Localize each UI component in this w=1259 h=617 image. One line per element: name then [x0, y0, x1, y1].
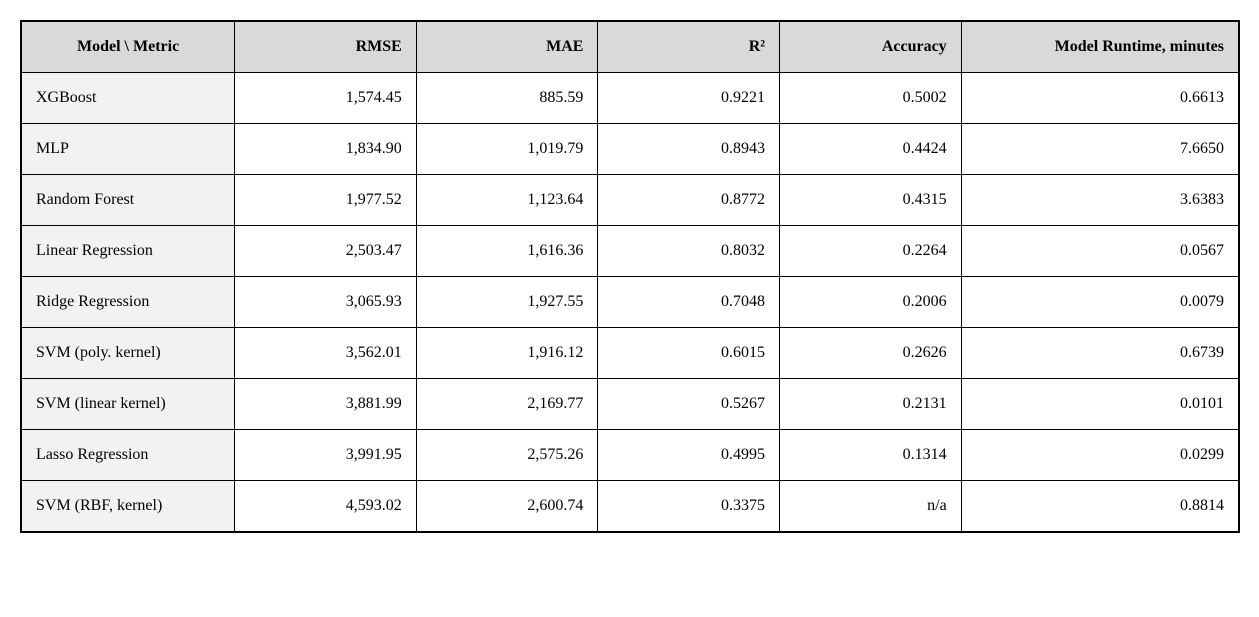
cell-runtime: 0.0101 — [961, 379, 1239, 430]
cell-mae: 885.59 — [416, 73, 598, 124]
header-row: Model \ Metric RMSE MAE R² Accuracy Mode… — [21, 21, 1239, 73]
metrics-table: Model \ Metric RMSE MAE R² Accuracy Mode… — [20, 20, 1240, 533]
cell-rmse: 1,574.45 — [235, 73, 417, 124]
cell-mae: 1,616.36 — [416, 226, 598, 277]
header-r2: R² — [598, 21, 780, 73]
cell-mae: 1,916.12 — [416, 328, 598, 379]
cell-runtime: 7.6650 — [961, 124, 1239, 175]
cell-accuracy: 0.5002 — [780, 73, 962, 124]
header-model: Model \ Metric — [21, 21, 235, 73]
cell-rmse: 2,503.47 — [235, 226, 417, 277]
cell-rmse: 1,977.52 — [235, 175, 417, 226]
cell-rmse: 3,881.99 — [235, 379, 417, 430]
table-row: Random Forest 1,977.52 1,123.64 0.8772 0… — [21, 175, 1239, 226]
cell-r2: 0.4995 — [598, 430, 780, 481]
header-runtime: Model Runtime, minutes — [961, 21, 1239, 73]
cell-accuracy: 0.4424 — [780, 124, 962, 175]
table-row: SVM (RBF, kernel) 4,593.02 2,600.74 0.33… — [21, 481, 1239, 533]
cell-accuracy: n/a — [780, 481, 962, 533]
cell-model: Random Forest — [21, 175, 235, 226]
cell-accuracy: 0.4315 — [780, 175, 962, 226]
cell-mae: 2,169.77 — [416, 379, 598, 430]
cell-runtime: 0.8814 — [961, 481, 1239, 533]
cell-accuracy: 0.2264 — [780, 226, 962, 277]
table-row: SVM (linear kernel) 3,881.99 2,169.77 0.… — [21, 379, 1239, 430]
cell-r2: 0.8772 — [598, 175, 780, 226]
cell-accuracy: 0.2626 — [780, 328, 962, 379]
table-row: Lasso Regression 3,991.95 2,575.26 0.499… — [21, 430, 1239, 481]
header-rmse: RMSE — [235, 21, 417, 73]
cell-rmse: 1,834.90 — [235, 124, 417, 175]
cell-r2: 0.5267 — [598, 379, 780, 430]
cell-r2: 0.7048 — [598, 277, 780, 328]
cell-runtime: 0.0079 — [961, 277, 1239, 328]
cell-r2: 0.6015 — [598, 328, 780, 379]
cell-mae: 2,575.26 — [416, 430, 598, 481]
header-mae: MAE — [416, 21, 598, 73]
cell-accuracy: 0.2131 — [780, 379, 962, 430]
cell-model: Lasso Regression — [21, 430, 235, 481]
cell-r2: 0.9221 — [598, 73, 780, 124]
cell-model: XGBoost — [21, 73, 235, 124]
cell-r2: 0.8032 — [598, 226, 780, 277]
cell-mae: 2,600.74 — [416, 481, 598, 533]
cell-runtime: 0.0567 — [961, 226, 1239, 277]
cell-accuracy: 0.1314 — [780, 430, 962, 481]
cell-accuracy: 0.2006 — [780, 277, 962, 328]
cell-model: Linear Regression — [21, 226, 235, 277]
table-row: SVM (poly. kernel) 3,562.01 1,916.12 0.6… — [21, 328, 1239, 379]
cell-mae: 1,927.55 — [416, 277, 598, 328]
cell-model: SVM (RBF, kernel) — [21, 481, 235, 533]
table-body: XGBoost 1,574.45 885.59 0.9221 0.5002 0.… — [21, 73, 1239, 533]
cell-rmse: 4,593.02 — [235, 481, 417, 533]
cell-model: SVM (poly. kernel) — [21, 328, 235, 379]
cell-runtime: 0.0299 — [961, 430, 1239, 481]
table-row: Linear Regression 2,503.47 1,616.36 0.80… — [21, 226, 1239, 277]
cell-runtime: 0.6613 — [961, 73, 1239, 124]
cell-r2: 0.8943 — [598, 124, 780, 175]
table-row: XGBoost 1,574.45 885.59 0.9221 0.5002 0.… — [21, 73, 1239, 124]
header-accuracy: Accuracy — [780, 21, 962, 73]
cell-rmse: 3,991.95 — [235, 430, 417, 481]
cell-mae: 1,123.64 — [416, 175, 598, 226]
table-row: Ridge Regression 3,065.93 1,927.55 0.704… — [21, 277, 1239, 328]
cell-rmse: 3,065.93 — [235, 277, 417, 328]
cell-model: Ridge Regression — [21, 277, 235, 328]
cell-r2: 0.3375 — [598, 481, 780, 533]
cell-rmse: 3,562.01 — [235, 328, 417, 379]
cell-model: SVM (linear kernel) — [21, 379, 235, 430]
cell-mae: 1,019.79 — [416, 124, 598, 175]
cell-runtime: 0.6739 — [961, 328, 1239, 379]
cell-model: MLP — [21, 124, 235, 175]
cell-runtime: 3.6383 — [961, 175, 1239, 226]
table-row: MLP 1,834.90 1,019.79 0.8943 0.4424 7.66… — [21, 124, 1239, 175]
